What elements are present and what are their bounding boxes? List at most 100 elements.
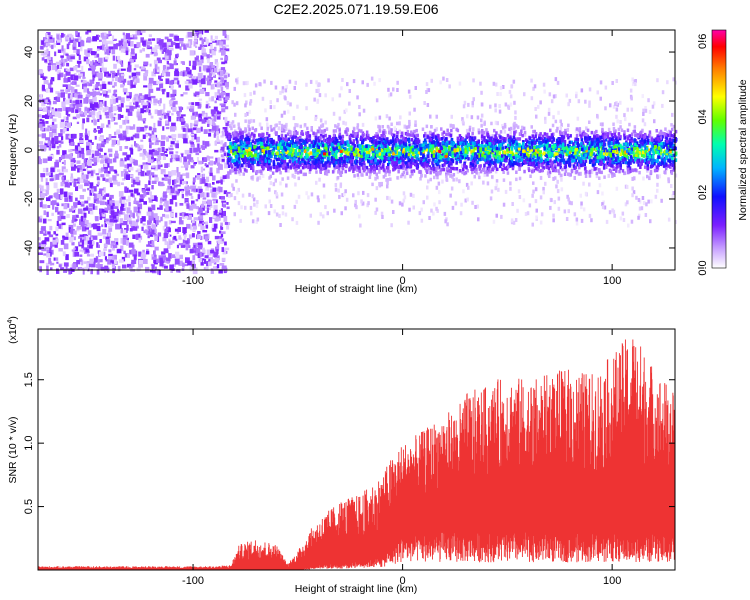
- spectrogram-cell: [610, 157, 613, 161]
- spectrogram-cell: [317, 198, 320, 203]
- spectrogram-cell: [534, 187, 538, 192]
- spectrogram-cell: [209, 160, 213, 166]
- spectrogram-cell: [503, 154, 506, 158]
- spectrogram-cell: [579, 171, 582, 176]
- spectrogram-cell: [129, 147, 133, 151]
- spectrogram-cell: [95, 91, 101, 96]
- spectrogram-cell: [96, 242, 99, 248]
- spectrogram-cell: [499, 138, 502, 142]
- spectrogram-cell: [162, 65, 167, 70]
- spectrogram-cell: [85, 53, 90, 57]
- spectrogram-cell: [432, 211, 435, 216]
- spectrogram-cell: [175, 151, 179, 154]
- spectrogram-cell: [575, 221, 579, 226]
- spectrogram-cell: [179, 212, 182, 216]
- spectrogram-cell: [128, 242, 134, 248]
- spectrogram-cell: [199, 81, 202, 88]
- spectrogram-cell: [146, 250, 150, 255]
- spectrogram-cell: [450, 114, 453, 119]
- spectrogram-cell: [115, 97, 119, 103]
- spectrogram-cell: [83, 261, 88, 264]
- spectrogram-cell: [159, 117, 163, 120]
- spectrogram-cell: [161, 196, 167, 202]
- spectrogram-cell: [112, 85, 115, 88]
- spectrogram-cell: [47, 101, 52, 105]
- spectrogram-cell: [293, 162, 297, 166]
- spectrogram-cell: [93, 257, 98, 263]
- spectrogram-cell: [189, 248, 194, 254]
- spectrogram-cell: [118, 191, 124, 197]
- spectrogram-cell: [146, 211, 152, 216]
- spectrogram-cell: [71, 205, 74, 209]
- spectrogram-cell: [258, 140, 262, 144]
- spectrogram-cell: [110, 114, 114, 117]
- spectrogram-cell: [152, 47, 157, 52]
- spectrogram-cell: [76, 103, 79, 109]
- spectrogram-cell: [348, 101, 351, 106]
- spectrogram-cell: [361, 173, 364, 177]
- spectrogram-cell: [125, 105, 130, 108]
- spectrogram-cell: [253, 140, 257, 145]
- spectrogram-cell: [171, 134, 177, 138]
- spectrogram-cell: [308, 138, 312, 142]
- spectrogram-cell: [216, 249, 219, 254]
- spectrogram-cell: [181, 190, 184, 194]
- spectrogram-cell: [213, 223, 218, 229]
- spectrogram-cell: [119, 46, 123, 51]
- spectrogram-cell: [98, 57, 103, 64]
- spectrogram-cell: [116, 249, 122, 254]
- spectrogram-cell: [333, 166, 337, 170]
- spectrogram-cell: [193, 225, 197, 230]
- spectrogram-cell: [85, 236, 89, 242]
- spectrogram-cell: [472, 127, 475, 132]
- spectrogram-cell: [224, 162, 229, 169]
- spectrogram-cell: [414, 120, 417, 125]
- spectrogram-cell: [195, 102, 200, 106]
- spectrogram-cell: [673, 133, 676, 137]
- spectrogram-cell: [153, 80, 158, 86]
- spectrogram-cell: [176, 172, 181, 177]
- spectrogram-cell: [648, 176, 651, 181]
- spectrogram-cell: [156, 87, 161, 91]
- spectrogram-cell: [178, 220, 184, 225]
- spectrogram-cell: [129, 105, 134, 111]
- spectrogram-cell: [378, 182, 381, 186]
- spectrogram-cell: [190, 122, 193, 129]
- spectrogram-cell: [220, 70, 224, 77]
- spectrogram-cell: [176, 167, 179, 173]
- spectrogram-cell: [209, 62, 214, 66]
- spectrogram-cell: [41, 84, 45, 90]
- spectrogram-cell: [97, 232, 103, 236]
- spectrogram-cell: [417, 157, 420, 162]
- spectrogram-cell: [431, 148, 434, 152]
- spectrogram-cell: [205, 100, 209, 104]
- spectrogram-cell: [159, 98, 162, 104]
- spectrogram-cell: [224, 222, 229, 225]
- spectrogram-cell: [285, 84, 288, 89]
- spectrogram-cell: [225, 44, 229, 47]
- spectrogram-cell: [241, 193, 245, 198]
- spectrogram-cell: [181, 125, 185, 130]
- spectrogram-cell: [416, 140, 419, 145]
- spectrogram-cell: [50, 167, 55, 173]
- spectrogram-cell: [251, 132, 254, 136]
- spectrogram-cell: [441, 179, 444, 184]
- spectrogram-cell: [205, 235, 209, 242]
- spectrogram-cell: [209, 172, 213, 177]
- spectrogram-cell: [549, 205, 552, 210]
- spectrogram-cell: [160, 197, 163, 201]
- spectrogram-cell: [141, 216, 146, 222]
- spectrogram-cell: [91, 104, 95, 110]
- spectrogram-cell: [193, 162, 197, 165]
- spectrogram-cell: [216, 62, 219, 68]
- spectrogram-cell: [200, 205, 205, 211]
- spectrogram-cell: [205, 224, 209, 229]
- spectrogram-cell: [137, 30, 140, 36]
- spectrogram-cell: [144, 125, 148, 129]
- spectrogram-cell: [127, 92, 132, 98]
- spectrogram-cell: [214, 258, 220, 263]
- spectrogram-cell: [106, 139, 109, 144]
- spectrogram-cell: [339, 182, 343, 187]
- spectrogram-cell: [140, 254, 146, 259]
- spectrogram-cell: [230, 139, 234, 143]
